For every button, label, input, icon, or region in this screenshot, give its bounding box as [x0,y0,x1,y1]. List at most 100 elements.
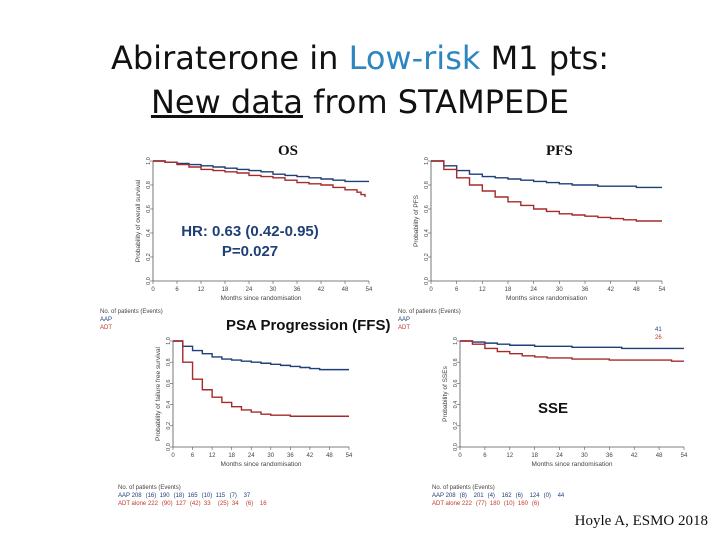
title-text-a: Abiraterone in [110,39,349,77]
sse-risk-table: No. of patients (Events) AAP 208 (8) 201 (4… [432,484,588,508]
x-tick-label: 36 [606,453,613,459]
slide-title: Abiraterone in Low-risk M1 pts: New data… [0,36,720,124]
x-tick-label: 12 [209,453,216,459]
y-tick-label: 0.8 [166,358,172,366]
ffs-risk-table: No. of patients (Events) AAP 208 (16) 190(… [118,484,274,508]
y-tick-label: 1.0 [146,157,152,165]
sse-risk-arm: ADT alone [432,501,462,507]
adt-curve [460,340,684,362]
pfs-risk-adt: ADT [398,325,410,331]
sse-risk-value: 222 [461,501,472,507]
y-tick-label: 0.0 [146,277,152,285]
sse-risk-value: (6) [515,493,523,499]
x-tick-label: 6 [191,453,195,459]
x-tick-label: 54 [346,453,353,459]
ffs-risk-value: (42) [189,501,201,507]
y-tick-label: 0.2 [146,253,152,261]
y-tick-label: 0.6 [453,380,459,388]
x-tick-label: 36 [294,287,301,293]
ffs-risk-value: (25) [217,501,229,507]
sse-risk-row-adt: ADT alone 222 (77) 180 (10) 160 (6) [432,500,588,508]
pfs-risk-last: 41 26 [655,326,662,342]
ffs-risk-value: (16) [145,493,157,499]
y-axis-label: Probability of SSEs [442,365,449,421]
x-tick-label: 0 [151,287,155,293]
pfs-risk-header: No. of patients (Events) [398,309,461,315]
sse-chart: 0 6 12 18 24 30 36 42 48 54 0.0 0.2 0.4 0.6 0.8 1.0 Mont… [442,337,688,468]
aap-curve [431,160,662,189]
x-tick-label: 18 [531,453,538,459]
os-risk-adt: ADT [100,325,112,331]
x-tick-label: 54 [681,453,688,459]
x-tick-label: 30 [556,287,563,293]
x-tick-label: 48 [326,453,333,459]
x-tick-label: 12 [198,287,205,293]
ffs-risk-value: 190 [159,493,170,499]
y-tick-label: 0.4 [166,401,172,409]
os-chart: 0 6 12 18 24 30 36 42 48 54 0.0 0.2 0.4 0.6 0.8 1.0 Mont… [135,157,373,302]
y-axis-label: Probability of PFS [413,194,420,247]
x-tick-label: 42 [631,453,638,459]
x-tick-label: 48 [342,287,349,293]
x-tick-label: 0 [458,453,462,459]
sse-risk-value: (0) [543,493,551,499]
x-tick-label: 48 [656,453,663,459]
x-tick-label: 54 [659,287,666,293]
os-label: OS [278,143,299,159]
hr-value: HR: 0.63 (0.42-0.95) [181,223,319,240]
y-tick-label: 0.6 [424,205,430,213]
ffs-risk-value: 115 [215,493,226,499]
sse-risk-value: (77) [475,501,487,507]
citation: Hoyle A, ESMO 2018 [574,513,708,529]
os-risk-table: No. of patients (Events) AAP ADT [100,308,163,332]
os-risk-header: No. of patients (Events) [100,309,163,315]
y-tick-label: 0.4 [453,401,459,409]
x-axis-label: Months since randomisation [506,295,587,302]
ffs-risk-value: (10) [201,493,213,499]
sse-risk-value: (8) [459,493,467,499]
sse-risk-header: No. of patients (Events) [432,485,495,491]
aap-curve [173,340,349,371]
x-axis-label: Months since randomisation [221,461,302,468]
pfs-risk-aap: AAP [398,317,411,323]
x-tick-label: 6 [483,453,487,459]
x-tick-label: 0 [171,453,175,459]
ffs-risk-value: 222 [147,501,158,507]
x-tick-label: 54 [366,287,373,293]
ffs-label: PSA Progression (FFS) [224,317,393,334]
x-tick-label: 12 [479,287,486,293]
ffs-risk-value: 34 [231,501,239,507]
y-tick-label: 0.4 [146,229,152,237]
y-tick-label: 0.0 [424,277,430,285]
x-tick-label: 30 [581,453,588,459]
ffs-risk-value: (7) [229,493,237,499]
title-line-2: New data from STAMPEDE [0,80,720,124]
ffs-risk-value: 208 [131,493,142,499]
y-tick-label: 0.2 [453,422,459,430]
pfs-risk-adt-last: 26 [655,335,662,341]
x-tick-label: 18 [505,287,512,293]
sse-risk-value: 208 [445,493,456,499]
sse-risk-value: (10) [503,501,515,507]
x-tick-label: 30 [270,287,277,293]
ffs-risk-value: 165 [187,493,198,499]
x-tick-label: 36 [287,453,294,459]
hazard-ratio-annotation: HR: 0.63 (0.42-0.95) P=0.027 [165,222,335,262]
x-axis-label: Months since randomisation [532,461,613,468]
ffs-risk-value: 16 [259,501,267,507]
x-tick-label: 24 [530,287,537,293]
ffs-risk-row-adt: ADT alone 222 (90) 127 (42) 33 (25) 34 (6) 16 [118,500,274,508]
y-tick-label: 0.0 [453,443,459,451]
x-tick-label: 24 [246,287,253,293]
pfs-label: PFS [546,143,573,159]
x-tick-label: 24 [248,453,255,459]
ffs-risk-value: 33 [203,501,211,507]
title-text-c: from STAMPEDE [302,83,570,121]
y-tick-label: 0.2 [166,422,172,430]
x-tick-label: 42 [607,287,614,293]
y-tick-label: 0.8 [453,358,459,366]
sse-label: SSE [538,400,569,417]
y-tick-label: 0.8 [146,181,152,189]
ffs-risk-value: (90) [161,501,173,507]
sse-risk-value: 162 [501,493,512,499]
